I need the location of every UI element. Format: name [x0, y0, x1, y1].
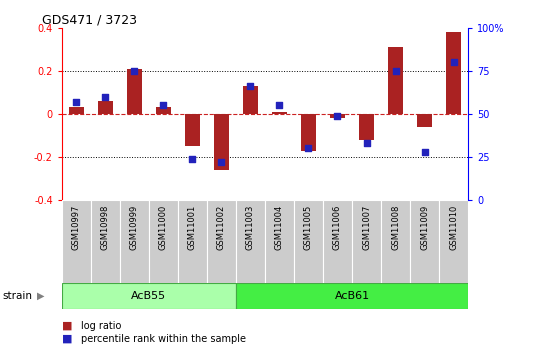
Point [217, 159, 226, 165]
Text: percentile rank within the sample: percentile rank within the sample [81, 334, 246, 344]
Point [246, 83, 255, 89]
Bar [388, 47, 403, 114]
Bar [236, 200, 265, 285]
Text: AcB61: AcB61 [335, 291, 370, 301]
Text: GSM11008: GSM11008 [391, 204, 400, 250]
Point [159, 102, 168, 108]
Text: GSM11000: GSM11000 [159, 204, 168, 249]
Text: GSM11002: GSM11002 [217, 204, 226, 249]
Bar [410, 200, 439, 285]
Text: GSM10997: GSM10997 [72, 204, 81, 250]
Bar [62, 200, 91, 285]
Point [130, 68, 139, 73]
Point [333, 113, 342, 118]
Text: GSM11005: GSM11005 [304, 204, 313, 249]
Bar [98, 101, 112, 114]
Bar [207, 200, 236, 285]
Text: strain: strain [3, 291, 33, 300]
Bar [185, 114, 200, 146]
Text: GSM11009: GSM11009 [420, 204, 429, 249]
Bar [301, 114, 316, 150]
Text: GSM11006: GSM11006 [333, 204, 342, 250]
Point [420, 149, 429, 155]
Bar [69, 107, 83, 114]
Text: GDS471 / 3723: GDS471 / 3723 [41, 13, 137, 27]
Bar [214, 114, 229, 170]
Text: ■: ■ [62, 321, 73, 331]
Bar [439, 200, 468, 285]
Bar [62, 283, 236, 309]
Point [362, 140, 371, 146]
Text: GSM10998: GSM10998 [101, 204, 110, 250]
Bar [127, 69, 141, 114]
Bar [243, 86, 258, 114]
Bar [330, 114, 345, 118]
Point [188, 156, 197, 161]
Text: GSM11003: GSM11003 [246, 204, 255, 250]
Text: GSM11001: GSM11001 [188, 204, 197, 249]
Text: GSM11007: GSM11007 [362, 204, 371, 250]
Point [304, 146, 313, 151]
Bar [272, 112, 287, 114]
Text: GSM10999: GSM10999 [130, 204, 139, 249]
Bar [120, 200, 149, 285]
Bar [236, 283, 468, 309]
Text: ■: ■ [62, 334, 73, 344]
Bar [359, 114, 374, 140]
Text: ▶: ▶ [37, 291, 44, 300]
Bar [156, 107, 171, 114]
Text: GSM11004: GSM11004 [275, 204, 284, 249]
Bar [323, 200, 352, 285]
Point [72, 99, 81, 105]
Bar [352, 200, 381, 285]
Point [101, 94, 110, 99]
Bar [417, 114, 432, 127]
Bar [178, 200, 207, 285]
Bar [381, 200, 410, 285]
Bar [294, 200, 323, 285]
Text: log ratio: log ratio [81, 321, 121, 331]
Bar [447, 32, 461, 114]
Bar [149, 200, 178, 285]
Bar [91, 200, 120, 285]
Text: AcB55: AcB55 [131, 291, 166, 301]
Text: GSM11010: GSM11010 [449, 204, 458, 249]
Point [449, 59, 458, 65]
Point [275, 102, 284, 108]
Point [391, 68, 400, 73]
Bar [265, 200, 294, 285]
